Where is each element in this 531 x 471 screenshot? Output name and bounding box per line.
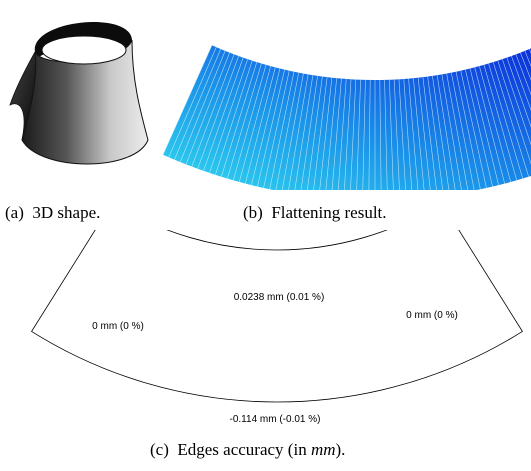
ruling-line bbox=[179, 50, 226, 163]
caption-c-text-end: ). bbox=[335, 440, 346, 459]
caption-b-text: Flattening result. bbox=[271, 203, 387, 222]
ruling-line bbox=[427, 76, 444, 190]
ruling-line bbox=[337, 78, 347, 190]
ruling-line bbox=[197, 55, 239, 169]
ruling-line bbox=[245, 67, 276, 184]
ruling-line bbox=[441, 74, 463, 190]
ruling-line bbox=[506, 57, 531, 172]
caption-a-prefix: (a) bbox=[5, 203, 24, 222]
ruling-line bbox=[497, 60, 531, 175]
flattened-ruling-lines bbox=[162, 45, 531, 190]
ruling-line bbox=[515, 54, 531, 167]
ruling-line bbox=[451, 72, 475, 190]
ruling-line bbox=[368, 79, 371, 190]
ruling-line bbox=[227, 63, 262, 179]
ruling-line bbox=[417, 77, 432, 190]
ruling-line bbox=[436, 75, 457, 190]
ruling-line bbox=[474, 67, 505, 184]
sector-outline bbox=[31, 230, 523, 403]
ruling-line bbox=[257, 69, 285, 187]
bottom-edge-label: -0.114 mm (-0.01 %) bbox=[230, 414, 321, 425]
ruling-line bbox=[398, 79, 407, 190]
ruling-line bbox=[306, 76, 323, 190]
caption-c-prefix: (c) bbox=[150, 440, 169, 459]
edges-accuracy-figure: 0.0238 mm (0.01 %) 0 mm (0 %) 0 mm (0 %)… bbox=[31, 230, 523, 425]
caption-c: (c) Edges accuracy (in mm). bbox=[150, 440, 345, 460]
ruling-line bbox=[403, 78, 413, 190]
ruling-line bbox=[239, 66, 271, 183]
ruling-line bbox=[324, 78, 337, 190]
ruling-line bbox=[174, 48, 221, 160]
caption-b: (b) Flattening result. bbox=[243, 203, 387, 223]
ruling-line bbox=[460, 70, 487, 188]
ruling-line bbox=[251, 68, 281, 186]
ruling-line bbox=[318, 77, 333, 190]
flattened-sector bbox=[162, 45, 531, 190]
ruling-line bbox=[483, 64, 517, 181]
ruling-line bbox=[408, 78, 419, 190]
ruling-line bbox=[384, 79, 388, 190]
ruling-line bbox=[209, 59, 248, 174]
ruling-line bbox=[502, 59, 531, 174]
ruling-line bbox=[203, 57, 244, 172]
left-edge-label: 0 mm (0 %) bbox=[92, 321, 144, 332]
shape-3d-figure bbox=[9, 22, 149, 165]
ruling-line bbox=[446, 73, 469, 190]
caption-c-unit: mm bbox=[310, 440, 336, 459]
ruling-line bbox=[432, 75, 450, 190]
cone-opening bbox=[41, 35, 127, 65]
ruling-line bbox=[331, 78, 342, 190]
ruling-line bbox=[488, 63, 523, 179]
ruling-line bbox=[221, 62, 258, 177]
ruling-line bbox=[281, 73, 304, 190]
ruling-line bbox=[413, 78, 426, 190]
ruling-line bbox=[269, 71, 295, 190]
ruling-line bbox=[379, 79, 382, 190]
ruling-line bbox=[233, 64, 267, 181]
right-edge-label: 0 mm (0 %) bbox=[406, 310, 458, 321]
flattening-result-figure bbox=[162, 45, 531, 190]
ruling-line bbox=[287, 74, 309, 190]
ruling-line bbox=[275, 72, 299, 190]
ruling-line bbox=[185, 52, 230, 165]
ruling-line bbox=[215, 60, 253, 175]
ruling-line bbox=[520, 52, 531, 165]
top-edge-label: 0.0238 mm (0.01 %) bbox=[234, 292, 325, 303]
ruling-line bbox=[455, 71, 481, 190]
ruling-line bbox=[511, 55, 531, 169]
ruling-line bbox=[300, 75, 318, 190]
ruling-line bbox=[479, 66, 511, 183]
caption-a: (a) 3D shape. bbox=[5, 203, 100, 223]
ruling-line bbox=[191, 54, 235, 167]
ruling-line bbox=[469, 68, 499, 186]
ruling-line bbox=[362, 79, 366, 190]
cone-flap bbox=[9, 50, 36, 141]
ruling-line bbox=[293, 75, 314, 190]
ruling-line bbox=[393, 79, 401, 190]
ruling-line bbox=[168, 47, 217, 158]
ruling-line bbox=[389, 79, 395, 190]
ruling-line bbox=[422, 77, 438, 190]
ruling-line bbox=[492, 62, 529, 177]
caption-c-text: Edges accuracy (in bbox=[177, 440, 311, 459]
ruling-line bbox=[312, 77, 328, 190]
ruling-line bbox=[465, 69, 493, 187]
ruling-line bbox=[263, 70, 290, 188]
caption-a-text: 3D shape. bbox=[32, 203, 101, 222]
caption-b-prefix: (b) bbox=[243, 203, 263, 222]
ruling-line bbox=[349, 79, 357, 190]
ruling-line bbox=[355, 79, 361, 190]
ruling-line bbox=[343, 79, 352, 190]
